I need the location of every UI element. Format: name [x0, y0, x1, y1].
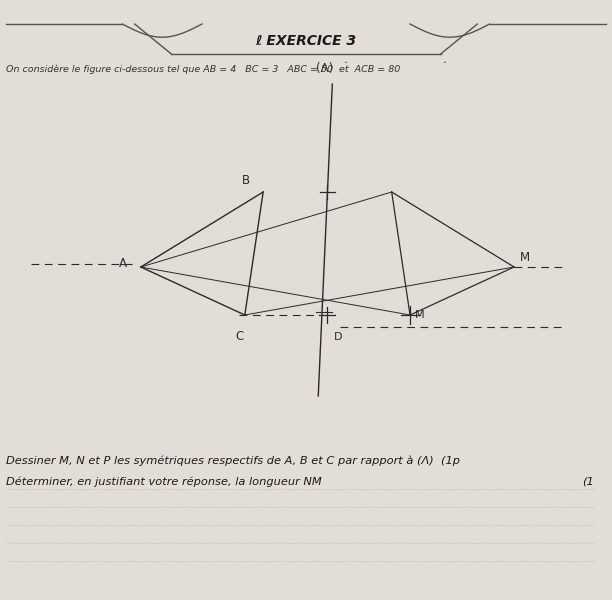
Text: Déterminer, en justifiant votre réponse, la longueur NM: Déterminer, en justifiant votre réponse,…: [6, 476, 322, 487]
Text: D: D: [334, 332, 342, 342]
Text: M: M: [520, 251, 531, 264]
Text: On considère le figure ci-dessous tel que AB = 4   BC = 3   ABC = 50  et  ACB = : On considère le figure ci-dessous tel qu…: [6, 64, 400, 74]
Text: C: C: [236, 330, 244, 343]
Text: (1: (1: [582, 477, 594, 487]
Text: ℓ EXERCICE 3: ℓ EXERCICE 3: [255, 34, 357, 48]
Text: Dessiner M, N et P les symétriques respectifs de A, B et C par rapport à (Λ)  (1: Dessiner M, N et P les symétriques respe…: [6, 455, 460, 466]
Text: B: B: [242, 174, 250, 187]
Text: M: M: [415, 310, 425, 320]
Text: A: A: [119, 257, 127, 271]
Text: (Λ): (Λ): [316, 62, 333, 75]
